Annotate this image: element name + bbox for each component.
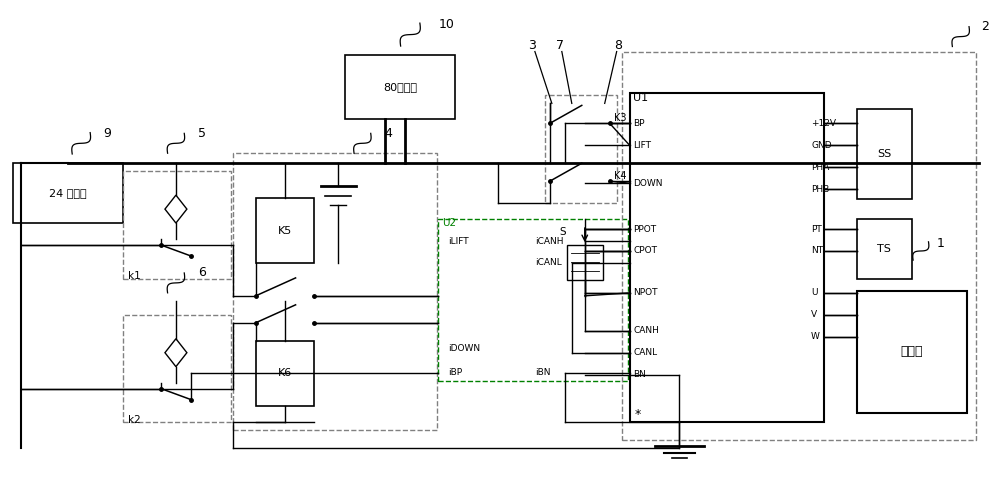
Text: CPOT: CPOT [634, 246, 658, 255]
Text: 2: 2 [981, 20, 989, 33]
Text: 5: 5 [198, 127, 206, 140]
Bar [345, 55, 455, 119]
Text: K4: K4 [614, 171, 626, 181]
Text: 80伏电源: 80伏电源 [383, 82, 417, 92]
Text: CANL: CANL [634, 348, 658, 357]
Text: PHB: PHB [811, 185, 829, 193]
Bar [630, 93, 824, 422]
Text: iBN: iBN [535, 368, 550, 377]
Text: V: V [811, 310, 817, 319]
Text: SS: SS [877, 149, 892, 159]
Text: iCANH: iCANH [535, 237, 563, 246]
Text: *: * [635, 408, 641, 421]
Text: W: W [811, 332, 820, 341]
Bar [256, 198, 314, 263]
Text: 8: 8 [614, 39, 622, 52]
Text: 9: 9 [103, 127, 111, 140]
Text: PT: PT [811, 224, 822, 234]
Text: TS: TS [877, 244, 891, 254]
Text: LIFT: LIFT [634, 141, 652, 150]
Bar [857, 109, 912, 199]
Text: GND: GND [811, 141, 832, 150]
Bar [857, 291, 967, 412]
Text: NPOT: NPOT [634, 288, 658, 298]
Text: K3: K3 [614, 113, 626, 123]
Text: k2: k2 [128, 414, 141, 425]
Text: S: S [560, 227, 566, 237]
Text: U1: U1 [633, 93, 648, 104]
Text: U: U [811, 288, 818, 298]
Bar [123, 171, 231, 279]
Text: 6: 6 [198, 267, 206, 279]
Text: PPOT: PPOT [634, 224, 657, 234]
Bar [13, 163, 123, 223]
Bar [438, 219, 628, 381]
Text: U2: U2 [442, 218, 456, 228]
Text: BN: BN [634, 370, 646, 379]
Bar [622, 52, 976, 440]
Text: BP: BP [634, 119, 645, 128]
Text: iLIFT: iLIFT [448, 237, 469, 246]
Text: CANH: CANH [634, 326, 659, 335]
Text: iCANL: iCANL [535, 258, 562, 268]
Text: 7: 7 [556, 39, 564, 52]
Bar [857, 219, 912, 279]
Text: 3: 3 [528, 39, 536, 52]
Text: K5: K5 [277, 225, 292, 236]
Text: 泵电机: 泵电机 [901, 345, 923, 358]
Bar [567, 245, 603, 280]
Text: NT: NT [811, 246, 823, 255]
Text: 24 伏电源: 24 伏电源 [49, 188, 87, 198]
Text: DOWN: DOWN [634, 179, 663, 188]
Bar [256, 341, 314, 406]
Text: k1: k1 [128, 271, 141, 281]
Text: iDOWN: iDOWN [448, 344, 480, 353]
Text: 4: 4 [384, 127, 392, 140]
Text: +12V: +12V [811, 119, 836, 128]
Bar [123, 315, 231, 422]
Text: 10: 10 [438, 18, 454, 31]
Text: iBP: iBP [448, 368, 462, 377]
Text: 1: 1 [937, 237, 945, 249]
Text: PHA: PHA [811, 163, 829, 172]
Text: K6: K6 [277, 368, 292, 378]
Bar [545, 95, 617, 203]
Bar [233, 153, 437, 431]
